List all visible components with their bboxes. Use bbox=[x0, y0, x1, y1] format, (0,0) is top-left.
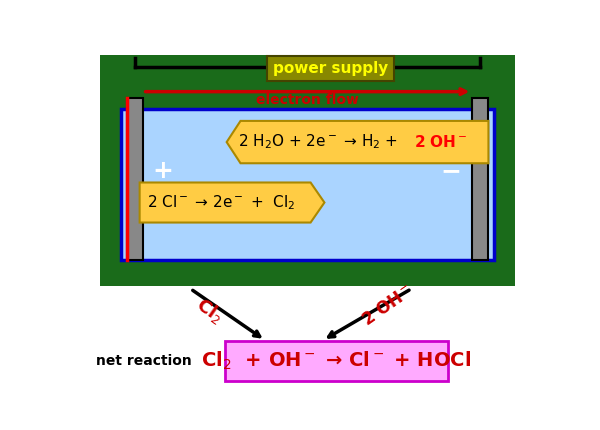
Polygon shape bbox=[140, 182, 325, 223]
FancyBboxPatch shape bbox=[225, 341, 448, 381]
Text: −: − bbox=[440, 159, 461, 183]
Text: power supply: power supply bbox=[273, 61, 388, 76]
Polygon shape bbox=[227, 121, 488, 163]
Text: 2 OH$^-$: 2 OH$^-$ bbox=[414, 134, 467, 150]
Text: +: + bbox=[152, 159, 173, 183]
Text: net reaction: net reaction bbox=[97, 354, 192, 368]
Bar bbox=[127, 98, 143, 259]
Bar bbox=[121, 109, 494, 259]
Text: electron flow: electron flow bbox=[256, 93, 359, 107]
Text: Cl$_2$  + OH$^-$ → Cl$^-$ + HOCl: Cl$_2$ + OH$^-$ → Cl$^-$ + HOCl bbox=[202, 350, 472, 372]
Bar bbox=[100, 55, 515, 286]
Text: 2 H$_2$O + 2e$^-$ → H$_2$ +: 2 H$_2$O + 2e$^-$ → H$_2$ + bbox=[238, 132, 400, 151]
Text: 2 OH$^-$: 2 OH$^-$ bbox=[359, 282, 418, 330]
FancyBboxPatch shape bbox=[268, 56, 394, 81]
Text: 2 Cl$^-$ → 2e$^-$ +  Cl$_2$: 2 Cl$^-$ → 2e$^-$ + Cl$_2$ bbox=[148, 193, 296, 212]
Text: Cl$_2$: Cl$_2$ bbox=[192, 294, 227, 327]
Bar bbox=[472, 98, 488, 259]
